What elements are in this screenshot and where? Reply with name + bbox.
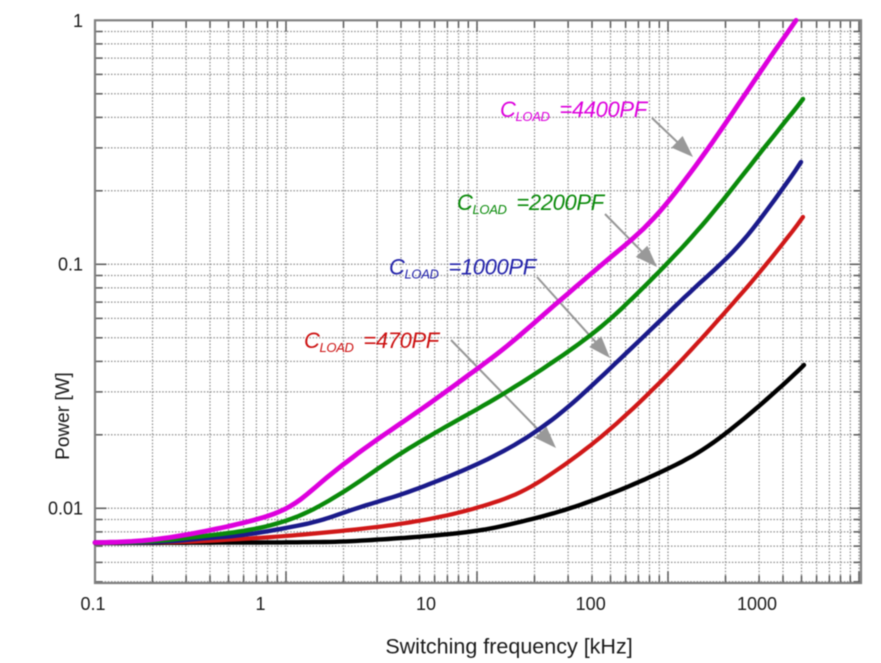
svg-text:0.1: 0.1 <box>80 594 105 614</box>
svg-text:1000: 1000 <box>737 594 777 614</box>
svg-text:100: 100 <box>576 594 606 614</box>
svg-text:0.1: 0.1 <box>58 254 83 274</box>
svg-text:Switching frequency [kHz]: Switching frequency [kHz] <box>385 635 632 659</box>
svg-text:1: 1 <box>73 11 83 31</box>
svg-text:0.01: 0.01 <box>48 498 83 518</box>
svg-text:CLOAD =2200PF: CLOAD =2200PF <box>457 190 606 217</box>
svg-text:1: 1 <box>255 594 265 614</box>
svg-text:Power [W]: Power [W] <box>53 372 74 460</box>
svg-text:10: 10 <box>416 594 436 614</box>
